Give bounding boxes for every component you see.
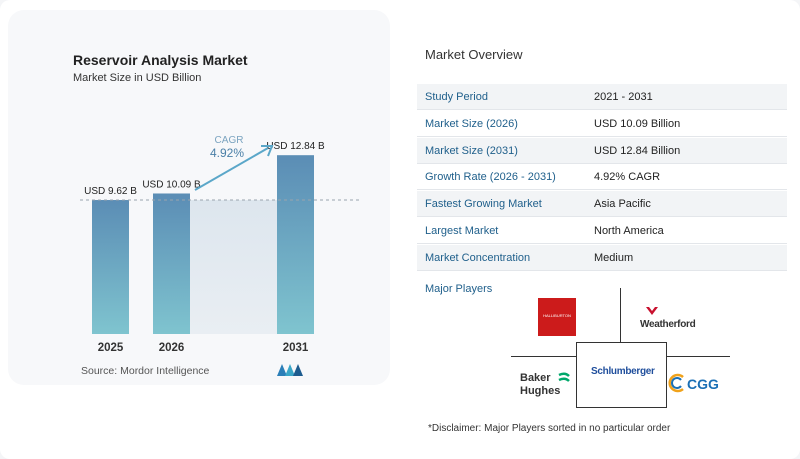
halliburton-logo-text: HALLIBURTON	[543, 313, 571, 318]
x-tick-2026: 2026	[159, 342, 185, 354]
bar-2026	[153, 193, 190, 334]
overview-row: Study Period 2021 - 2031	[417, 84, 787, 110]
overview-title: Market Overview	[425, 47, 523, 62]
players-grid-line	[511, 356, 577, 357]
overview-label: Study Period	[425, 91, 488, 103]
bar-2025	[92, 200, 129, 334]
data-label-2031: USD 12.84 B	[266, 141, 325, 152]
overview-label: Fastest Growing Market	[425, 198, 542, 210]
overview-label: Market Size (2031)	[425, 145, 518, 157]
players-grid-line	[666, 356, 730, 357]
players-grid-line	[666, 342, 667, 408]
cagr-arrowhead	[261, 145, 274, 157]
halliburton-logo: HALLIBURTON	[538, 298, 576, 336]
overview-value: North America	[594, 225, 664, 237]
forecast-band	[190, 200, 277, 334]
data-label-2026: USD 10.09 B	[142, 179, 201, 190]
overview-row: Market Size (2031) USD 12.84 Billion	[417, 138, 787, 164]
cagr-label: CAGR	[215, 135, 244, 146]
schlumberger-logo: Schlumberger	[591, 366, 655, 377]
players-grid-line	[576, 342, 577, 408]
players-grid-line	[620, 288, 621, 342]
mordor-logo-icon	[277, 364, 303, 376]
overview-row: Market Concentration Medium	[417, 245, 787, 271]
chart-subtitle: Market Size in USD Billion	[73, 72, 202, 84]
baker-hughes-line1: Baker	[520, 372, 551, 384]
overview-row: Growth Rate (2026 - 2031) 4.92% CAGR	[417, 164, 787, 190]
weatherford-logo-text: Weatherford	[640, 319, 696, 330]
bar-2031	[277, 155, 314, 334]
overview-value: Asia Pacific	[594, 198, 651, 210]
overview-value: Medium	[594, 252, 634, 264]
baker-hughes-mark-icon	[558, 372, 570, 382]
overview-label: Growth Rate (2026 - 2031)	[425, 171, 556, 183]
cgg-logo-text: CGG	[687, 376, 719, 392]
cagr-arrow	[194, 147, 269, 191]
overview-label: Largest Market	[425, 225, 499, 237]
overview-row: Market Size (2026) USD 10.09 Billion	[417, 111, 787, 137]
x-tick-2025: 2025	[98, 342, 124, 354]
overview-value: 2021 - 2031	[594, 91, 653, 103]
cagr-value: 4.92%	[210, 146, 244, 160]
chart-title: Reservoir Analysis Market	[73, 52, 248, 68]
x-tick-2031: 2031	[283, 342, 309, 354]
overview-label: Market Concentration	[425, 252, 531, 264]
overview-row: Fastest Growing Market Asia Pacific	[417, 191, 787, 217]
chart-source: Source: Mordor Intelligence	[81, 365, 210, 377]
baker-hughes-logo: Baker Hughes	[520, 372, 560, 398]
data-label-2025: USD 9.62 B	[84, 186, 137, 197]
weatherford-mark-icon	[646, 307, 658, 315]
players-title: Major Players	[425, 283, 493, 295]
cgg-mark-icon	[668, 373, 684, 393]
players-grid-line	[576, 407, 667, 408]
overview-label: Market Size (2026)	[425, 118, 518, 130]
overview-value: 4.92% CAGR	[594, 171, 661, 183]
bar-chart: USD 9.62 B 2025 USD 10.09 B 2026 USD 12.84 B…	[80, 135, 360, 354]
players-grid-line	[576, 342, 667, 343]
overview-row: Largest Market North America	[417, 218, 787, 244]
disclaimer: *Disclaimer: Major Players sorted in no …	[428, 423, 671, 434]
overview-value: USD 10.09 Billion	[594, 118, 681, 130]
baker-hughes-line2: Hughes	[520, 385, 561, 397]
overview-value: USD 12.84 Billion	[594, 145, 681, 157]
